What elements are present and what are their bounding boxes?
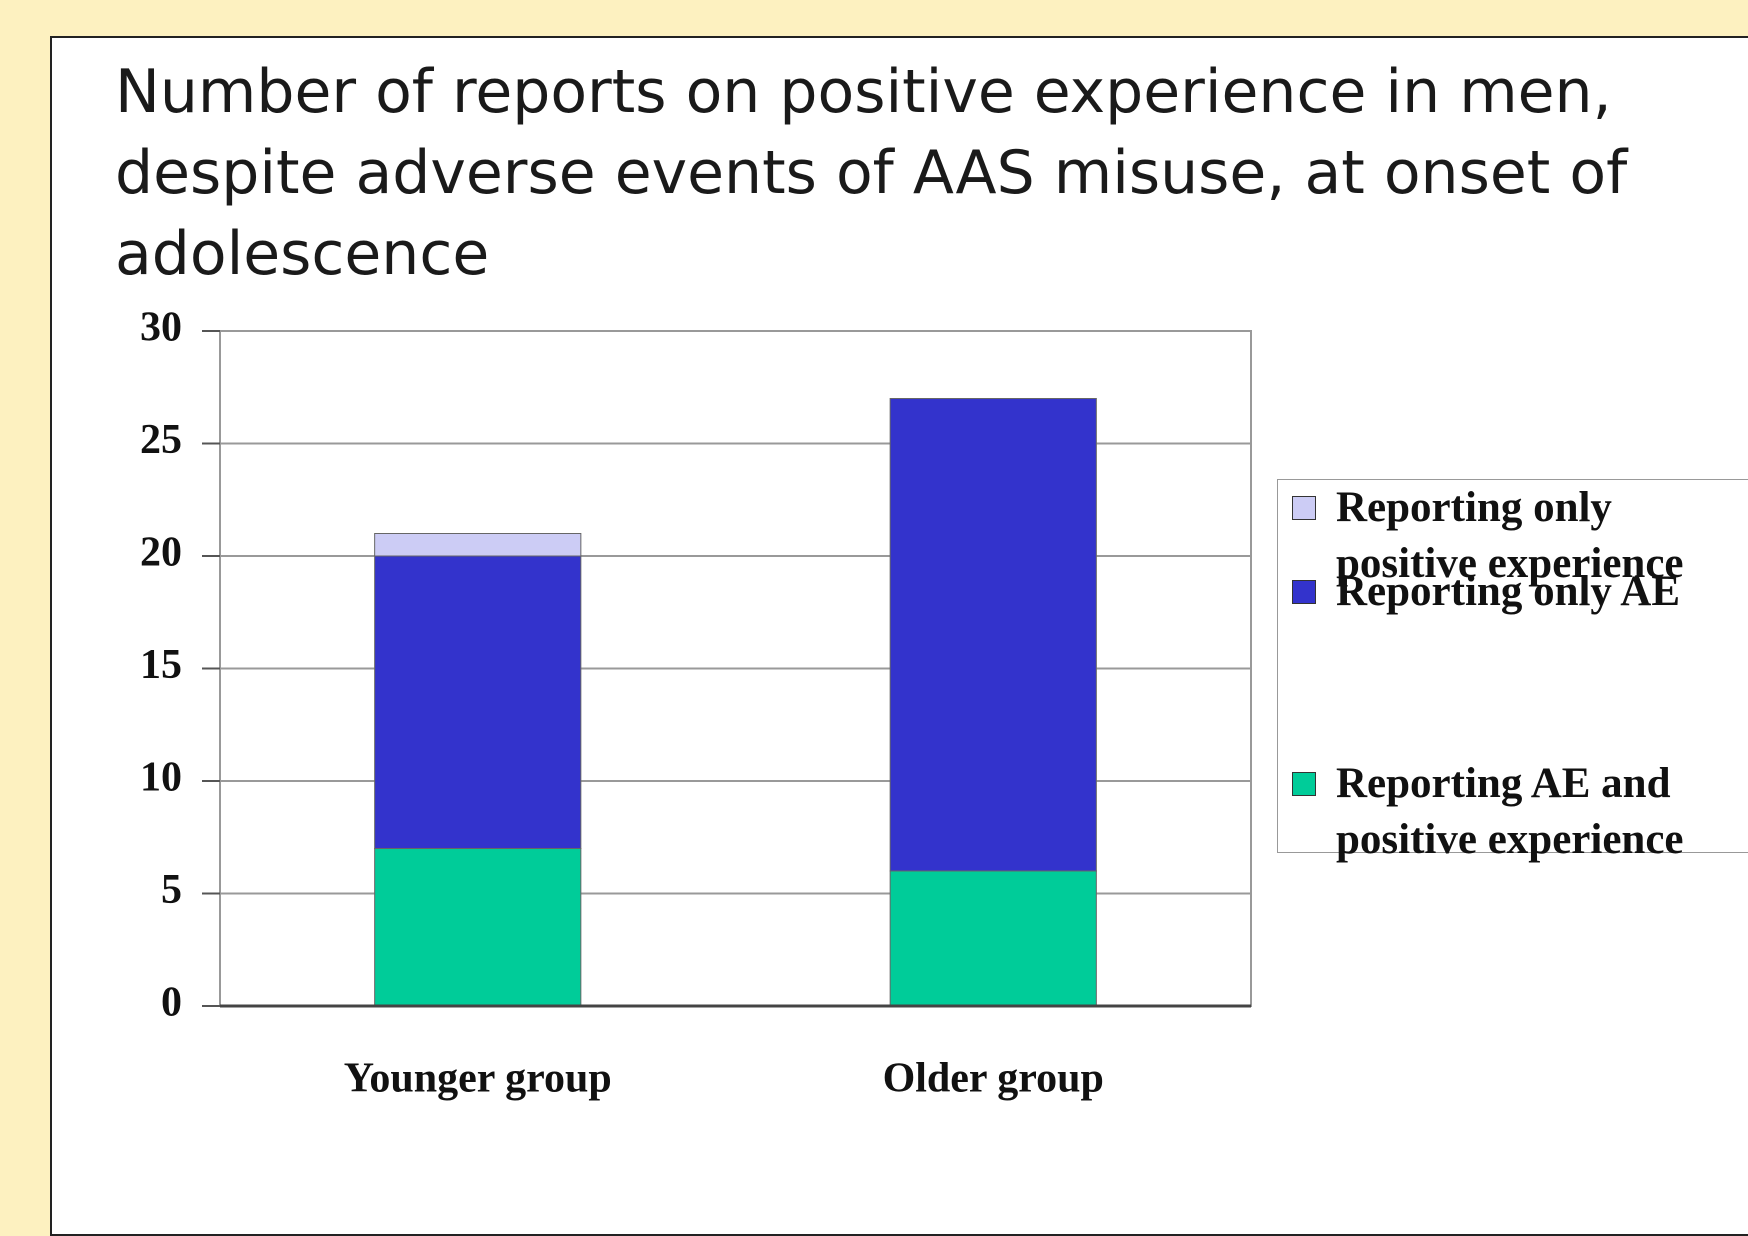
y-tick-label: 5	[161, 867, 182, 913]
legend-entry: Reporting AE and positive experience	[1292, 756, 1748, 868]
legend-entry: Reporting only AE	[1292, 564, 1748, 620]
bar-segment	[374, 555, 582, 849]
bar-segment	[374, 533, 582, 557]
legend-label: Reporting only positive experience	[1336, 484, 1684, 587]
bar-segment	[889, 870, 1097, 1007]
y-tick-label: 20	[140, 530, 182, 576]
y-tick-label: 15	[140, 642, 182, 688]
y-tick-label: 0	[161, 980, 182, 1026]
chart: 0 5 10 15 20 25 30 Younger group Older group	[140, 305, 1252, 1102]
y-tick-label: 25	[140, 417, 182, 463]
legend-label: Reporting only AE	[1336, 568, 1681, 615]
legend-entry: Reporting only positive experience	[1292, 480, 1748, 592]
legend-swatch	[1292, 580, 1316, 604]
bar-segment	[374, 848, 582, 1007]
y-tick-label: 10	[140, 755, 182, 801]
legend-label: Reporting AE and positive experience	[1336, 760, 1684, 863]
legend-swatch	[1292, 772, 1316, 796]
x-tick-label: Younger group	[344, 1056, 612, 1102]
legend-swatch	[1292, 496, 1316, 520]
legend: Reporting AE and positive experience Repo…	[1277, 479, 1748, 863]
y-tick-label: 30	[140, 305, 182, 351]
bar-segment	[889, 398, 1097, 872]
x-tick-label: Older group	[883, 1056, 1104, 1102]
chart-title: Number of reports on positive experience…	[115, 57, 1628, 289]
page: Number of reports on positive experience…	[50, 36, 1748, 1236]
